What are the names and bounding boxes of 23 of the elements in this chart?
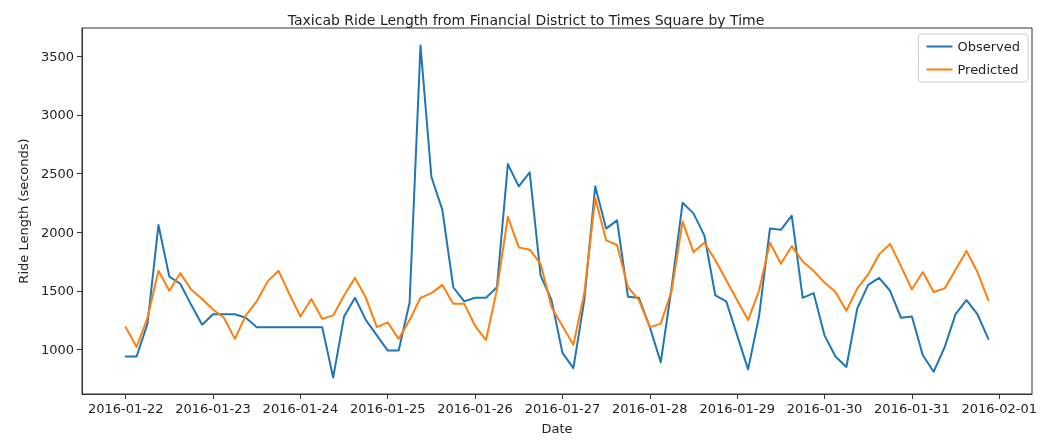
y-tick-label: 2500	[40, 165, 74, 181]
chart-title: Taxicab Ride Length from Financial District to Times Square by Time	[286, 12, 765, 28]
x-tick-label: 2016-01-25	[349, 401, 426, 416]
y-tick-label: 1000	[40, 341, 74, 357]
x-tick-label: 2016-01-28	[612, 401, 688, 416]
y-tick-label: 2000	[40, 224, 74, 240]
x-tick-label: 2016-01-24	[262, 401, 339, 416]
x-tick-label: 2016-01-27	[524, 401, 601, 416]
x-tick-label: 2016-01-22	[87, 401, 164, 416]
x-tick-label: 2016-01-29	[699, 401, 775, 416]
line-series	[124, 197, 990, 349]
y-tick-label: 3500	[40, 48, 74, 64]
y-tick-label: 1500	[40, 283, 74, 299]
x-tick-label: 2016-02-01	[961, 401, 1038, 416]
y-axis-title: Ride Length (seconds)	[16, 138, 31, 284]
x-tick-label: 2016-01-31	[874, 401, 950, 416]
x-tick-label: 2016-01-30	[786, 401, 863, 416]
x-axis-title: Date	[541, 421, 573, 436]
legend-label: Predicted	[957, 62, 1019, 77]
x-tick-label: 2016-01-26	[437, 401, 513, 416]
legend-label: Observed	[957, 39, 1020, 54]
x-tick-label: 2016-01-23	[175, 401, 251, 416]
y-tick-label: 3000	[40, 107, 74, 123]
